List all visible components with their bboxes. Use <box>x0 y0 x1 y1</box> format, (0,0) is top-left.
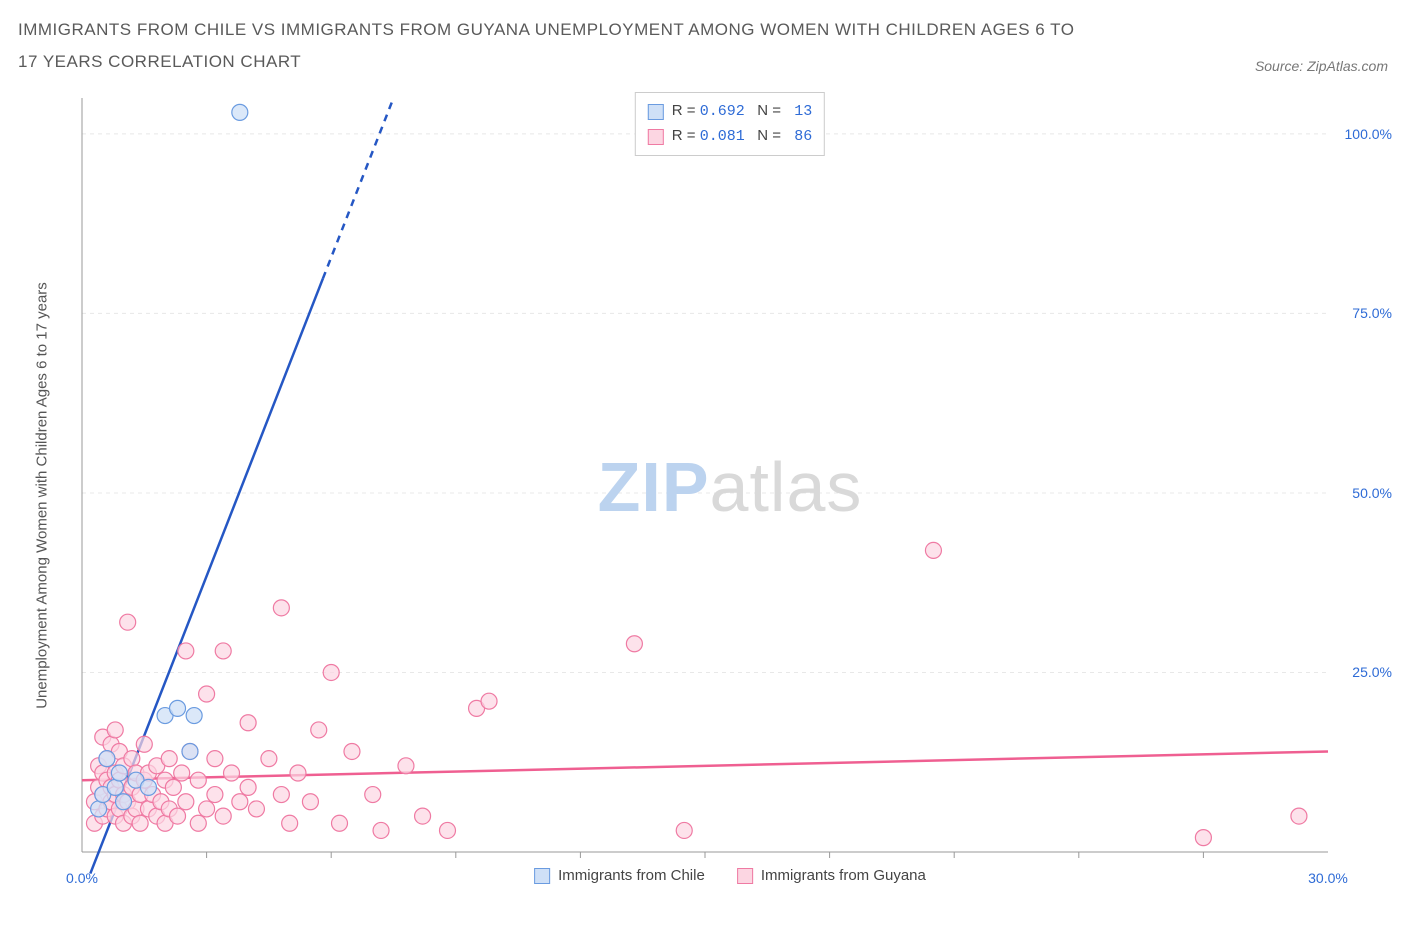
source-attribution: Source: ZipAtlas.com <box>1255 58 1388 74</box>
y-tick-label: 50.0% <box>1352 485 1392 501</box>
y-tick-label: 25.0% <box>1352 664 1392 680</box>
plot-svg <box>72 92 1388 882</box>
y-tick-label: 100.0% <box>1345 126 1392 142</box>
legend-item-chile: Immigrants from Chile <box>534 867 705 884</box>
corr-legend-row-guyana: R = 0.081 N = 86 <box>648 124 812 149</box>
legend-label: Immigrants from Guyana <box>761 867 926 884</box>
chart-title: IMMIGRANTS FROM CHILE VS IMMIGRANTS FROM… <box>18 14 1078 79</box>
scatter-plot: ZIPatlas R = 0.692 N = 13R = 0.081 N = 8… <box>72 92 1388 882</box>
legend-swatch <box>648 129 664 145</box>
legend-swatch <box>737 868 753 884</box>
y-tick-label: 75.0% <box>1352 305 1392 321</box>
header-row: IMMIGRANTS FROM CHILE VS IMMIGRANTS FROM… <box>18 14 1388 79</box>
corr-legend-row-chile: R = 0.692 N = 13 <box>648 99 812 124</box>
legend-item-guyana: Immigrants from Guyana <box>737 867 926 884</box>
legend-swatch <box>648 104 664 120</box>
x-tick-label: 0.0% <box>66 870 98 886</box>
legend-label: Immigrants from Chile <box>558 867 705 884</box>
corr-legend-text: R = 0.081 N = 86 <box>672 124 812 149</box>
x-tick-label: 30.0% <box>1308 870 1348 886</box>
legend-swatch <box>534 868 550 884</box>
chart-area: Unemployment Among Women with Children A… <box>48 92 1388 882</box>
y-axis-label: Unemployment Among Women with Children A… <box>34 282 51 709</box>
series-legend: Immigrants from Chile Immigrants from Guy… <box>534 867 926 884</box>
corr-legend-text: R = 0.692 N = 13 <box>672 99 812 124</box>
correlation-legend: R = 0.692 N = 13R = 0.081 N = 86 <box>635 92 825 156</box>
